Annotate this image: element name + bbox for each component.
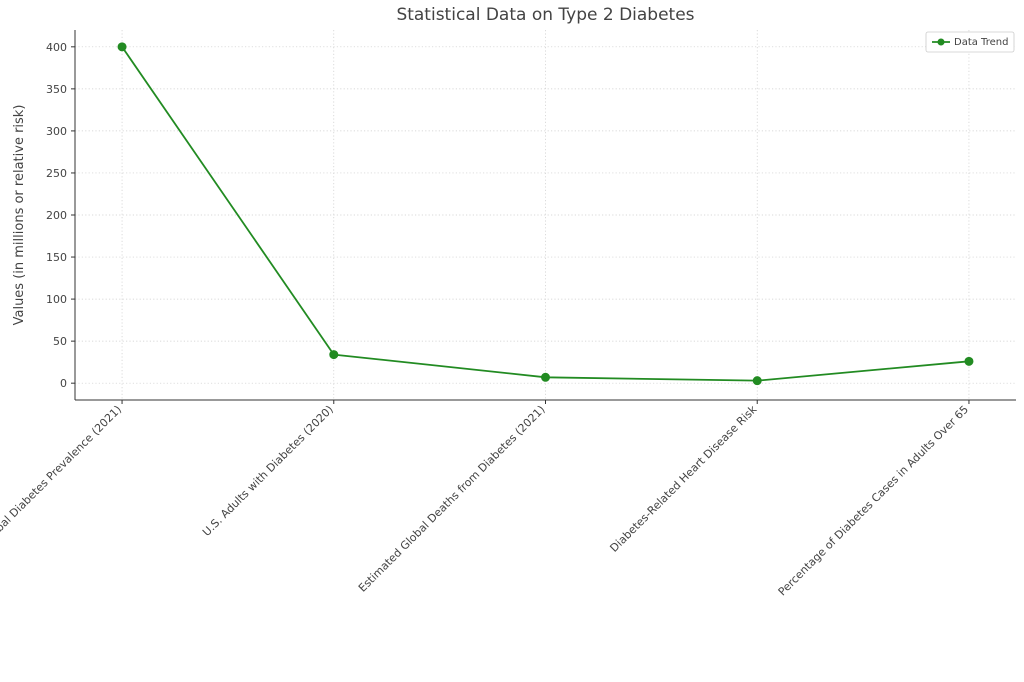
y-tick-label: 0 <box>60 377 67 390</box>
legend: Data Trend <box>926 32 1014 52</box>
y-tick-label: 150 <box>46 251 67 264</box>
data-marker <box>753 377 761 385</box>
data-marker <box>118 43 126 51</box>
y-axis-label: Values (in millions or relative risk) <box>12 105 27 326</box>
data-marker <box>330 351 338 359</box>
legend-label: Data Trend <box>954 37 1008 48</box>
line-chart: 050100150200250300350400Global Diabetes … <box>0 0 1024 682</box>
y-tick-label: 200 <box>46 209 67 222</box>
data-marker <box>965 357 973 365</box>
y-tick-label: 250 <box>46 167 67 180</box>
data-marker <box>542 373 550 381</box>
y-tick-label: 300 <box>46 125 67 138</box>
chart-container: 050100150200250300350400Global Diabetes … <box>0 0 1024 682</box>
y-tick-label: 400 <box>46 41 67 54</box>
chart-title: Statistical Data on Type 2 Diabetes <box>396 5 694 25</box>
y-tick-label: 100 <box>46 293 67 306</box>
y-tick-label: 350 <box>46 83 67 96</box>
y-tick-label: 50 <box>53 335 67 348</box>
